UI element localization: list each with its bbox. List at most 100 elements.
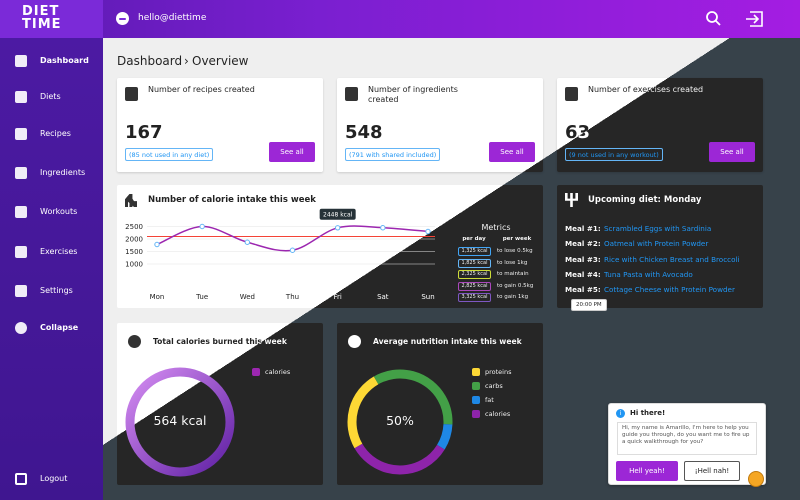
- meal-name[interactable]: Scrambled Eggs with Sardinia: [604, 224, 712, 233]
- nav-icon: [15, 322, 27, 334]
- see-all-button[interactable]: See all: [489, 142, 535, 162]
- x-tick-label: Mon: [150, 293, 165, 301]
- chat-yes-button[interactable]: Hell yeah!: [616, 461, 678, 481]
- brand: TIME: [22, 17, 62, 32]
- nav-label: Collapse: [40, 323, 79, 332]
- metrics-title: Metrics: [447, 223, 545, 232]
- stat-icon: [125, 87, 138, 101]
- sidebar: Dashboard Diets Recipes Ingredients Workouts…: [0, 38, 103, 500]
- search-icon: [706, 11, 718, 23]
- meal-name[interactable]: Tuna Pasta with Avocado: [604, 269, 693, 279]
- y-tick-label: 1000: [125, 261, 143, 269]
- nav-item[interactable]: Ingredients: [0, 162, 103, 184]
- nav-item[interactable]: Dashboard: [0, 50, 103, 72]
- nutrition-center: 50%: [350, 413, 450, 428]
- logout-item[interactable]: Logout: [0, 468, 103, 490]
- logout-label: Logout: [40, 474, 68, 483]
- metric-goal: to maintain: [497, 271, 529, 278]
- data-point: [154, 241, 160, 248]
- stat-value: 548: [345, 122, 383, 143]
- legend-label: calories: [265, 368, 291, 376]
- user-email: hello@diettime: [138, 13, 207, 23]
- legend-label: calories: [485, 410, 511, 418]
- breadcrumb-root: Dashboard: [117, 54, 183, 68]
- user-avatar: [116, 12, 129, 25]
- upcoming-title: Upcoming diet: Monday: [588, 195, 702, 205]
- x-tick-label: Sun: [421, 293, 434, 301]
- metric-pill: 2,825 kcal: [458, 281, 491, 291]
- see-all-button[interactable]: See all: [709, 142, 755, 162]
- fork-icon: [565, 193, 578, 207]
- metric-pill: 1,825 kcal: [458, 258, 491, 268]
- nav-icon: [15, 128, 27, 140]
- nav-label: Recipes: [40, 129, 71, 138]
- stat-card: Number of ingredients created 548 (791 wit…: [337, 78, 543, 172]
- metric-pill: 1,325 kcal: [458, 247, 491, 256]
- mascot[interactable]: [748, 471, 764, 487]
- metric-goal: to lose 1kg: [497, 259, 528, 266]
- meal-label: Meal #5:: [565, 285, 601, 295]
- data-point: [425, 228, 431, 235]
- nav-label: Workouts: [40, 207, 78, 216]
- x-tick-label: Sat: [377, 293, 389, 301]
- metric-goal: to gain 0.5kg: [497, 282, 534, 289]
- chart-title: Number of calorie intake this week: [148, 195, 316, 205]
- top-icons[interactable]: [700, 0, 800, 38]
- meal-time-tooltip: 20:00 PM: [571, 299, 607, 311]
- meal-label: Meal #4:: [565, 269, 601, 279]
- chat-no-button[interactable]: ¡Hell nah!: [684, 461, 740, 481]
- nav-icon: [15, 91, 27, 103]
- nutrition-donut: [347, 369, 453, 475]
- nav-icon: [15, 246, 27, 258]
- metric-pill: 2,325 kcal: [458, 270, 491, 280]
- legend-label: proteins: [485, 368, 512, 376]
- legend-swatch: [472, 396, 480, 404]
- stat-title: Number of recipes created: [148, 85, 268, 95]
- data-point: [380, 225, 386, 231]
- breadcrumb-sep: ›: [184, 54, 189, 68]
- stat-icon: [345, 87, 358, 101]
- stat-card: Number of recipes created 167 (85 not used…: [117, 78, 323, 172]
- see-all-button[interactable]: See all: [269, 142, 315, 162]
- logo-area: [0, 0, 103, 38]
- nutrition-title: Average nutrition intake this week: [373, 337, 522, 346]
- nutrition-card: Average nutrition intake this week 50% pro…: [337, 323, 543, 485]
- stat-note: (85 not used in any diet): [125, 148, 214, 161]
- burned-title: Total calories burned this week: [153, 337, 287, 346]
- stat-note: (9 not used in any workout): [565, 148, 663, 161]
- legend-label: fat: [485, 396, 494, 404]
- nav-icon: [15, 206, 27, 218]
- calorie-line: [156, 225, 429, 252]
- brand: DIET: [22, 4, 60, 19]
- top-bar: [0, 0, 800, 38]
- nav-item[interactable]: Workouts: [0, 201, 103, 223]
- line-chart: 1000 1500 2000 2500 Mon Tue Wed Thu Fri Sat Sun 244…: [125, 208, 435, 301]
- nav-item[interactable]: Exercises: [0, 241, 103, 263]
- nav-icon: [15, 285, 27, 297]
- legend-swatch: [472, 410, 480, 418]
- metric-goal: to lose 0.5kg: [497, 248, 533, 254]
- metric-pill: 3,325 kcal: [458, 293, 491, 303]
- nav-item[interactable]: Collapse: [0, 317, 103, 339]
- chat-message: Hi, my name is Amarillo, I'm here to hel…: [617, 422, 757, 455]
- meal-name[interactable]: Oatmeal with Protein Powder: [604, 239, 709, 249]
- metric-goal: to gain 1kg: [497, 294, 529, 301]
- nav-label: Ingredients: [40, 168, 86, 177]
- upcoming-card: Upcoming diet: Monday Meal #1: Scrambled E…: [557, 185, 763, 308]
- meal-label: Meal #3:: [565, 254, 601, 264]
- nav-icon: [15, 55, 27, 67]
- burned-donut: [125, 367, 235, 477]
- stat-note: (791 with shared included): [345, 148, 441, 161]
- legend-label: carbs: [485, 382, 503, 390]
- user-avatar-eyes: [119, 18, 126, 20]
- chart-card: Number of calorie intake this week 1000 15…: [117, 185, 543, 308]
- meal-name[interactable]: Rice with Chicken Breast and Broccoli: [604, 254, 740, 264]
- data-point: [199, 223, 205, 230]
- nav-item[interactable]: Diets: [0, 86, 103, 108]
- nav-item[interactable]: Settings: [0, 280, 103, 302]
- meal-name[interactable]: Cottage Cheese with Protein Powder: [604, 285, 735, 295]
- logout-icon: [746, 11, 763, 27]
- burned-center: 564 kcal: [130, 413, 230, 428]
- nav-item[interactable]: Recipes: [0, 123, 103, 145]
